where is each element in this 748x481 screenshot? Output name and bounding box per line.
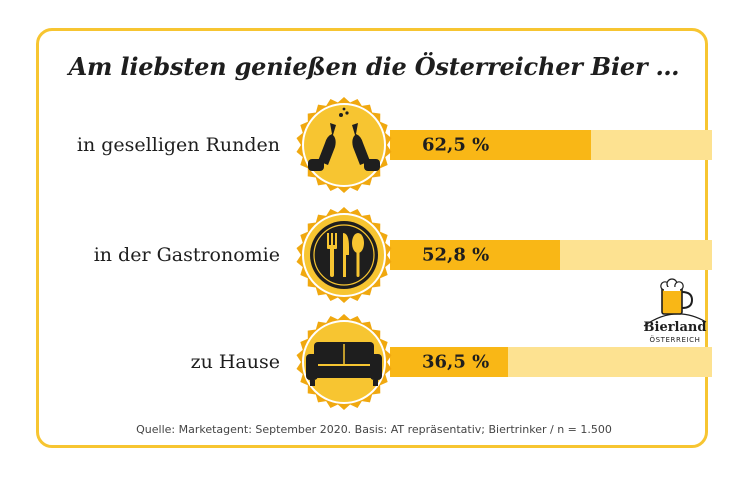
- source-note: Quelle: Marketagent: September 2020. Bas…: [136, 423, 612, 436]
- chart-title: Am liebsten genießen die Österreicher Bi…: [68, 52, 680, 81]
- bar-zu-hause: [390, 347, 508, 377]
- sofa-icon: [296, 314, 392, 410]
- logo-title: Bierland: [643, 320, 707, 335]
- bar-in-der-gastronomie: [390, 240, 561, 270]
- value-label: 36,5 %: [422, 351, 490, 373]
- toasting-bottles-icon: [296, 97, 392, 193]
- bierland-beer-mug-icon: [643, 278, 707, 327]
- logo-subtitle: ÖSTERREICH: [649, 336, 701, 344]
- category-label: in geselligen Runden: [76, 134, 280, 156]
- bar-in-geselligen-runden: [390, 130, 592, 160]
- value-label: 52,8 %: [422, 244, 490, 266]
- category-label: zu Hause: [190, 351, 280, 373]
- category-label: in der Gastronomie: [93, 244, 280, 266]
- value-label: 62,5 %: [422, 134, 490, 156]
- cutlery-plate-icon: [296, 207, 392, 303]
